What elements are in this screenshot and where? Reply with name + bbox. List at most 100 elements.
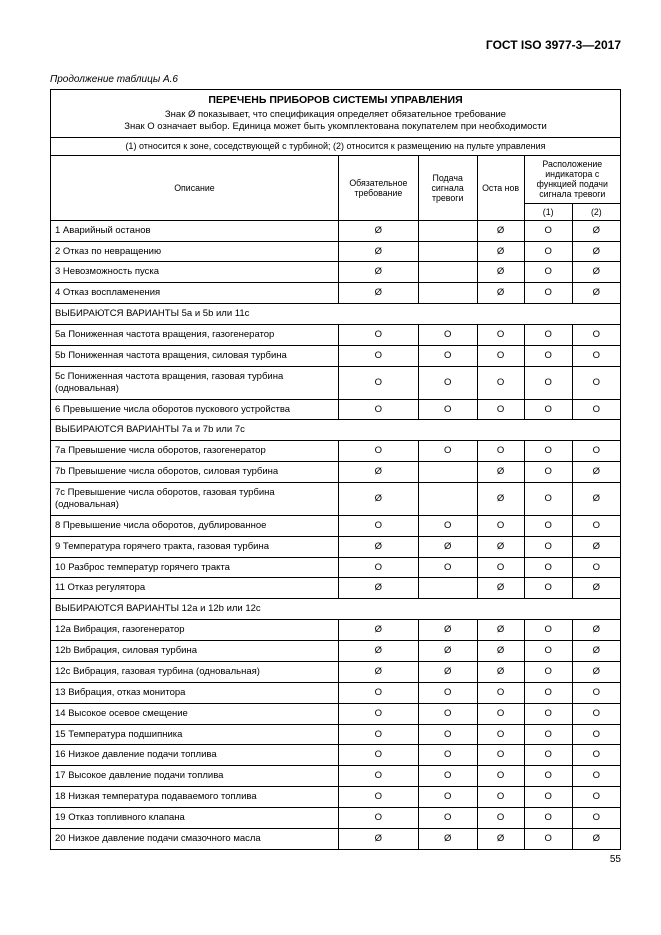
- mark-cell: [418, 578, 477, 599]
- desc-cell: 4 Отказ воспламенения: [51, 283, 339, 304]
- mark-cell: О: [338, 325, 418, 346]
- mark-cell: О: [338, 515, 418, 536]
- mark-cell: Ø: [477, 220, 524, 241]
- mark-cell: О: [338, 441, 418, 462]
- mark-cell: О: [338, 345, 418, 366]
- document-page: ГОСТ ISO 3977-3—2017 Продолжение таблицы…: [0, 0, 661, 885]
- desc-cell: 6 Превышение числа оборотов пускового ус…: [51, 399, 339, 420]
- mark-cell: [418, 462, 477, 483]
- table-row: 9 Температура горячего тракта, газовая т…: [51, 536, 621, 557]
- table-row: 5c Пониженная частота вращения, газовая …: [51, 366, 621, 399]
- table-row: 1 Аварийный остановØØОØ: [51, 220, 621, 241]
- desc-cell: 16 Низкое давление подачи топлива: [51, 745, 339, 766]
- mark-cell: Ø: [477, 462, 524, 483]
- col-subheader-1: (1): [524, 203, 572, 220]
- mark-cell: О: [524, 703, 572, 724]
- mark-cell: О: [477, 399, 524, 420]
- mark-cell: О: [572, 724, 620, 745]
- table-row: 7b Превышение числа оборотов, силовая ту…: [51, 462, 621, 483]
- mark-cell: О: [524, 578, 572, 599]
- table-row: 4 Отказ воспламененияØØОØ: [51, 283, 621, 304]
- mark-cell: О: [418, 703, 477, 724]
- desc-cell: 12c Вибрация, газовая турбина (одновальн…: [51, 661, 339, 682]
- mark-cell: Ø: [418, 620, 477, 641]
- mark-cell: О: [418, 724, 477, 745]
- mark-cell: О: [338, 399, 418, 420]
- mark-cell: О: [572, 345, 620, 366]
- table-row: 15 Температура подшипникаООООО: [51, 724, 621, 745]
- table-row: 14 Высокое осевое смещениеООООО: [51, 703, 621, 724]
- mark-cell: Ø: [477, 283, 524, 304]
- mark-cell: [418, 483, 477, 516]
- mark-cell: О: [524, 483, 572, 516]
- mark-cell: О: [338, 366, 418, 399]
- table-row: 7a Превышение числа оборотов, газогенера…: [51, 441, 621, 462]
- mark-cell: О: [477, 724, 524, 745]
- desc-cell: 1 Аварийный останов: [51, 220, 339, 241]
- table-row: 19 Отказ топливного клапанаООООО: [51, 808, 621, 829]
- mark-cell: О: [418, 766, 477, 787]
- table-row: 12a Вибрация, газогенераторØØØОØ: [51, 620, 621, 641]
- mark-cell: Ø: [338, 828, 418, 849]
- mark-cell: Ø: [477, 241, 524, 262]
- table-row: 18 Низкая температура подаваемого топлив…: [51, 787, 621, 808]
- mark-cell: О: [524, 345, 572, 366]
- col-header-stop: Оста нов: [477, 156, 524, 221]
- mark-cell: О: [524, 462, 572, 483]
- table-row: 20 Низкое давление подачи смазочного мас…: [51, 828, 621, 849]
- mark-cell: О: [572, 441, 620, 462]
- mark-cell: О: [338, 808, 418, 829]
- mark-cell: Ø: [572, 828, 620, 849]
- mark-cell: О: [572, 366, 620, 399]
- mark-cell: О: [338, 557, 418, 578]
- doc-header: ГОСТ ISO 3977-3—2017: [50, 38, 621, 52]
- table-row: ВЫБИРАЮТСЯ ВАРИАНТЫ 12a и 12b или 12c: [51, 599, 621, 620]
- desc-cell: 15 Температура подшипника: [51, 724, 339, 745]
- mark-cell: Ø: [572, 283, 620, 304]
- mark-cell: О: [524, 536, 572, 557]
- mark-cell: Ø: [338, 462, 418, 483]
- mark-cell: Ø: [572, 241, 620, 262]
- mark-cell: О: [572, 325, 620, 346]
- mark-cell: О: [524, 241, 572, 262]
- desc-cell: 11 Отказ регулятора: [51, 578, 339, 599]
- mark-cell: [418, 241, 477, 262]
- mark-cell: О: [524, 325, 572, 346]
- mark-cell: О: [418, 441, 477, 462]
- mark-cell: О: [477, 325, 524, 346]
- mark-cell: О: [524, 828, 572, 849]
- mark-cell: О: [477, 441, 524, 462]
- mark-cell: О: [524, 557, 572, 578]
- mark-cell: [418, 283, 477, 304]
- mark-cell: Ø: [338, 536, 418, 557]
- desc-cell: 9 Температура горячего тракта, газовая т…: [51, 536, 339, 557]
- table-row: 6 Превышение числа оборотов пускового ус…: [51, 399, 621, 420]
- mark-cell: О: [524, 724, 572, 745]
- mark-cell: О: [572, 703, 620, 724]
- mark-cell: Ø: [477, 661, 524, 682]
- mark-cell: О: [418, 808, 477, 829]
- table-row: 10 Разброс температур горячего трактаООО…: [51, 557, 621, 578]
- table-continuation: Продолжение таблицы А.6: [50, 74, 621, 85]
- mark-cell: [418, 262, 477, 283]
- col-header-alarm: Подача сигнала тревоги: [418, 156, 477, 221]
- col-header-req: Обязательное требование: [338, 156, 418, 221]
- mark-cell: О: [418, 345, 477, 366]
- mark-cell: О: [418, 787, 477, 808]
- mark-cell: Ø: [477, 536, 524, 557]
- table-row: 5b Пониженная частота вращения, силовая …: [51, 345, 621, 366]
- mark-cell: Ø: [477, 262, 524, 283]
- mark-cell: О: [524, 220, 572, 241]
- mark-cell: О: [524, 808, 572, 829]
- mark-cell: О: [418, 399, 477, 420]
- mark-cell: Ø: [338, 283, 418, 304]
- section-cell: ВЫБИРАЮТСЯ ВАРИАНТЫ 5a и 5b или 11c: [51, 304, 621, 325]
- mark-cell: Ø: [477, 828, 524, 849]
- mark-cell: О: [524, 682, 572, 703]
- desc-cell: 18 Низкая температура подаваемого топлив…: [51, 787, 339, 808]
- table-row: 5a Пониженная частота вращения, газогене…: [51, 325, 621, 346]
- table-row: 8 Превышение числа оборотов, дублированн…: [51, 515, 621, 536]
- section-cell: ВЫБИРАЮТСЯ ВАРИАНТЫ 12a и 12b или 12c: [51, 599, 621, 620]
- mark-cell: О: [572, 515, 620, 536]
- mark-cell: О: [338, 682, 418, 703]
